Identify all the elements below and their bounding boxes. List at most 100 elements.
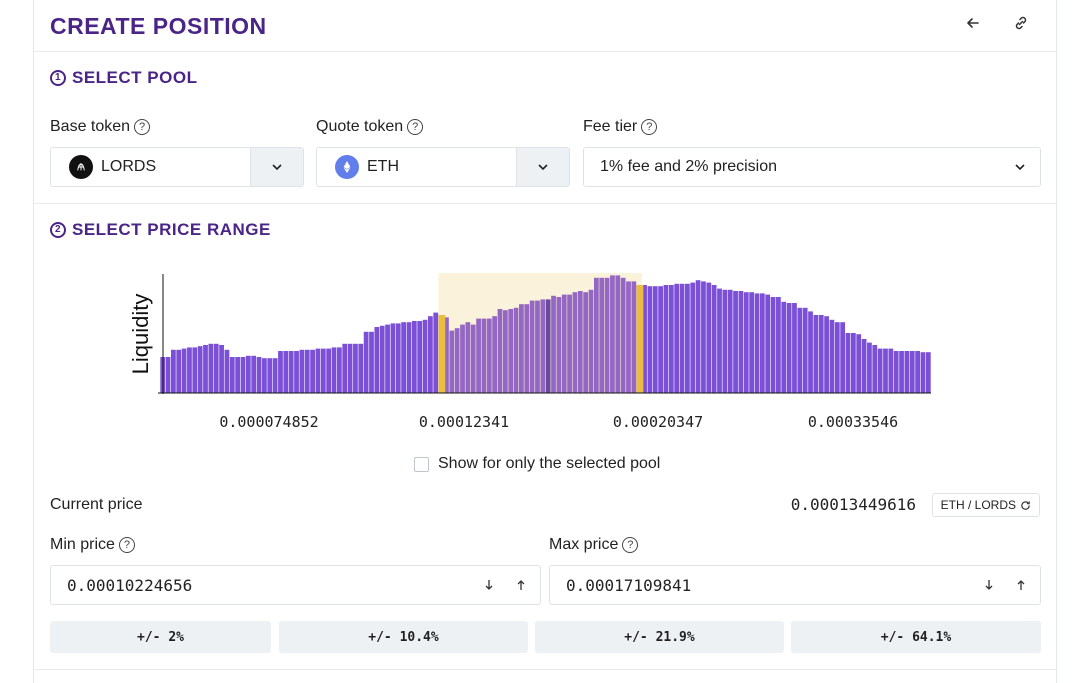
min-price-increase-button[interactable] bbox=[512, 576, 530, 594]
liquidity-bar bbox=[540, 299, 546, 393]
header: CREATE POSITION bbox=[34, 0, 1056, 52]
liquidity-chart-svg[interactable]: Liquidity 0.000074852 0.00012341 0.0002034… bbox=[118, 262, 1018, 442]
range-preset-button[interactable]: +/- 64.1% bbox=[791, 621, 1041, 653]
liquidity-bar bbox=[470, 324, 476, 393]
liquidity-bar bbox=[781, 301, 787, 393]
min-price-label-text: Min price bbox=[50, 536, 115, 553]
max-price-increase-button[interactable] bbox=[1012, 576, 1030, 594]
help-icon[interactable]: ? bbox=[622, 537, 639, 553]
range-preset-button[interactable]: +/- 10.4% bbox=[279, 621, 528, 653]
liquidity-bar bbox=[663, 285, 669, 393]
help-icon[interactable]: ? bbox=[407, 119, 424, 135]
base-token-select[interactable]: LORDS bbox=[50, 147, 304, 187]
liquidity-bar bbox=[808, 311, 813, 393]
liquidity-bar bbox=[492, 316, 498, 393]
liquidity-bar bbox=[685, 283, 690, 393]
liquidity-bar bbox=[717, 288, 722, 393]
fee-tier-value: 1% fee and 2% precision bbox=[600, 158, 777, 175]
liquidity-bar bbox=[577, 291, 583, 393]
liquidity-bar bbox=[850, 333, 856, 393]
liquidity-bar bbox=[754, 293, 760, 393]
liquidity-chart[interactable]: Liquidity 0.000074852 0.00012341 0.0002034… bbox=[118, 262, 1018, 442]
liquidity-bar bbox=[770, 297, 776, 393]
max-price-handle[interactable] bbox=[636, 285, 644, 393]
arrow-up-icon bbox=[517, 580, 525, 590]
liquidity-bar bbox=[599, 277, 605, 393]
liquidity-bar bbox=[722, 289, 728, 393]
liquidity-bar bbox=[508, 309, 514, 393]
liquidity-bar bbox=[331, 347, 337, 393]
help-icon[interactable]: ? bbox=[641, 119, 658, 135]
liquidity-bar bbox=[759, 293, 765, 393]
y-axis-label: Liquidity bbox=[128, 294, 153, 375]
liquidity-bar bbox=[904, 351, 910, 393]
min-price-decrease-button[interactable] bbox=[480, 576, 498, 594]
current-price-label: Current price bbox=[50, 496, 143, 513]
liquidity-bar bbox=[776, 297, 781, 393]
x-tick-label: 0.00012341 bbox=[419, 413, 509, 431]
min-price-label: Min price ? bbox=[50, 536, 135, 554]
liquidity-bar bbox=[711, 285, 717, 393]
liquidity-bar bbox=[299, 349, 305, 393]
liquidity-bar bbox=[444, 317, 449, 393]
liquidity-bar bbox=[251, 355, 257, 393]
max-price-input-box bbox=[549, 565, 1041, 605]
arrow-left-icon[interactable] bbox=[962, 12, 984, 34]
liquidity-bar bbox=[433, 312, 439, 393]
base-token-dropdown-button[interactable] bbox=[250, 148, 303, 186]
liquidity-bar bbox=[556, 297, 562, 393]
link-icon[interactable] bbox=[1010, 12, 1032, 34]
liquidity-bar bbox=[529, 300, 535, 393]
liquidity-bar bbox=[561, 294, 567, 393]
show-selected-pool-toggle[interactable]: Show for only the selected pool bbox=[414, 455, 660, 473]
liquidity-bar bbox=[192, 347, 198, 393]
liquidity-bar bbox=[856, 334, 862, 393]
fee-tier-select[interactable]: 1% fee and 2% precision bbox=[583, 147, 1041, 187]
max-price-decrease-button[interactable] bbox=[980, 576, 998, 594]
min-price-input-box bbox=[50, 565, 541, 605]
min-price-input[interactable] bbox=[67, 575, 447, 595]
liquidity-bar bbox=[165, 357, 171, 393]
select-pool-title: SELECT POOL bbox=[72, 68, 198, 87]
liquidity-bar bbox=[792, 303, 797, 393]
liquidity-bar bbox=[883, 348, 888, 393]
price-pair-toggle-button[interactable]: ETH / LORDS bbox=[931, 493, 1040, 517]
liquidity-bar bbox=[363, 331, 369, 393]
show-selected-pool-checkbox[interactable] bbox=[414, 456, 429, 472]
help-icon[interactable]: ? bbox=[118, 537, 135, 553]
liquidity-bar bbox=[909, 351, 915, 393]
liquidity-bar bbox=[272, 358, 278, 393]
liquidity-bar bbox=[727, 289, 733, 393]
liquidity-bar bbox=[320, 348, 326, 393]
liquidity-bar bbox=[626, 281, 631, 393]
liquidity-bar bbox=[706, 282, 712, 393]
quote-token-select[interactable]: ETH bbox=[316, 147, 570, 187]
liquidity-bar bbox=[872, 345, 878, 393]
liquidity-bar bbox=[733, 291, 738, 393]
base-token-label: Base token ? bbox=[50, 118, 151, 136]
liquidity-bar bbox=[497, 309, 503, 393]
step-number: 2 bbox=[50, 222, 66, 238]
liquidity-bar bbox=[449, 330, 455, 393]
section-divider bbox=[34, 669, 1056, 670]
liquidity-bar bbox=[818, 315, 824, 393]
max-price-label: Max price ? bbox=[549, 536, 639, 554]
liquidity-bar bbox=[786, 303, 792, 393]
max-price-label-text: Max price bbox=[549, 536, 619, 553]
max-price-input[interactable] bbox=[566, 575, 946, 595]
liquidity-bar bbox=[369, 331, 374, 393]
help-icon[interactable]: ? bbox=[134, 119, 151, 135]
liquidity-bar bbox=[454, 328, 460, 393]
liquidity-bar bbox=[567, 294, 572, 393]
liquidity-bar bbox=[701, 281, 706, 393]
range-preset-button[interactable]: +/- 2% bbox=[50, 621, 271, 653]
liquidity-bar bbox=[181, 348, 187, 393]
chevron-down-icon bbox=[1015, 164, 1025, 171]
min-price-handle[interactable] bbox=[438, 315, 446, 393]
liquidity-bar bbox=[197, 346, 203, 393]
quote-token-dropdown-button[interactable] bbox=[516, 148, 569, 186]
range-preset-button[interactable]: +/- 21.9% bbox=[535, 621, 784, 653]
liquidity-bar bbox=[802, 307, 808, 393]
show-selected-pool-label: Show for only the selected pool bbox=[438, 455, 661, 472]
liquidity-bar bbox=[519, 304, 524, 393]
